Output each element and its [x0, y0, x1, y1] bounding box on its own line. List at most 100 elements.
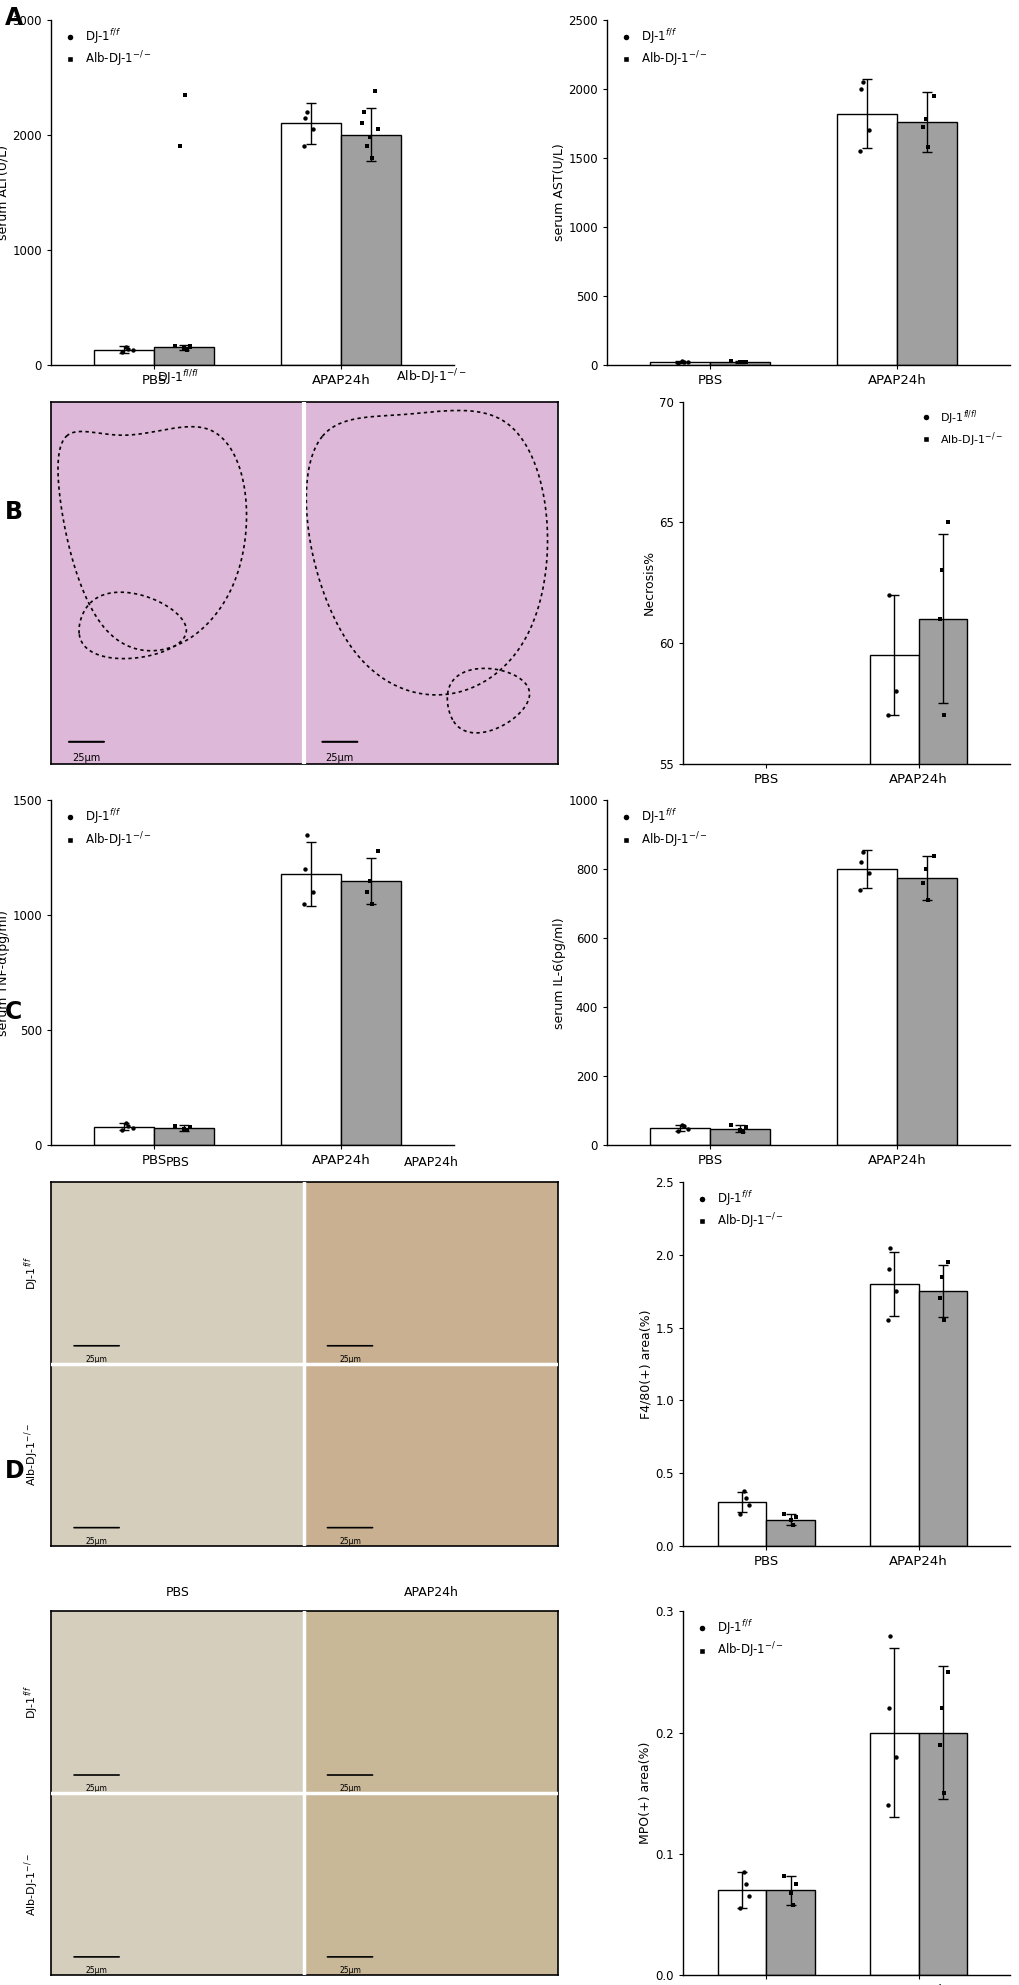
Point [940, 1247, 956, 1278]
Point [940, 1655, 956, 1687]
Legend: DJ-1$^{f/f}$, Alb-DJ-1$^{-/-}$: DJ-1$^{f/f}$, Alb-DJ-1$^{-/-}$ [688, 1618, 785, 1661]
Point [919, 131, 935, 163]
Point [117, 1108, 133, 1139]
Point [305, 113, 321, 145]
Text: APAP24h: APAP24h [404, 1157, 459, 1169]
Text: 25μm: 25μm [338, 1536, 361, 1546]
Point [735, 1116, 751, 1147]
Text: 25μm: 25μm [86, 1356, 107, 1364]
Legend: DJ-1$^{f/f}$, Alb-DJ-1$^{-/-}$: DJ-1$^{f/f}$, Alb-DJ-1$^{-/-}$ [688, 1187, 785, 1233]
Bar [281, 873, 341, 1145]
Bar [765, 1521, 814, 1546]
Point [676, 345, 692, 377]
Point [735, 1475, 751, 1507]
Bar [154, 347, 214, 365]
Legend: DJ-1$^{f/f}$, Alb-DJ-1$^{-/-}$: DJ-1$^{f/f}$, Alb-DJ-1$^{-/-}$ [612, 806, 708, 852]
Point [668, 347, 685, 379]
Bar [897, 877, 957, 1145]
Point [851, 873, 867, 905]
Point [914, 111, 930, 143]
Point [124, 1112, 141, 1143]
Bar [649, 361, 709, 365]
Point [774, 1499, 791, 1530]
Bar [918, 619, 966, 1985]
Point [740, 1489, 756, 1521]
Text: 25μm: 25μm [338, 1356, 361, 1364]
Bar [869, 1284, 918, 1546]
Bar [709, 1129, 769, 1145]
Point [113, 335, 129, 367]
Legend: DJ-1$^{f/f}$, Alb-DJ-1$^{-/-}$: DJ-1$^{f/f}$, Alb-DJ-1$^{-/-}$ [57, 26, 153, 69]
Point [851, 135, 867, 167]
Point [914, 867, 930, 899]
Point [680, 1114, 696, 1145]
Point [177, 79, 194, 111]
Point [366, 75, 382, 107]
Text: D: D [5, 1459, 24, 1483]
Text: C: C [5, 1000, 22, 1024]
Legend: DJ-1$^{f/f}$, Alb-DJ-1$^{-/-}$: DJ-1$^{f/f}$, Alb-DJ-1$^{-/-}$ [57, 806, 153, 852]
Bar [869, 1733, 918, 1975]
Point [299, 820, 315, 852]
Text: Alb-DJ-1$^{-/-}$: Alb-DJ-1$^{-/-}$ [395, 367, 466, 387]
Bar [918, 1290, 966, 1546]
Legend: DJ-1$^{f/f}$, Alb-DJ-1$^{-/-}$: DJ-1$^{f/f}$, Alb-DJ-1$^{-/-}$ [612, 26, 708, 69]
Bar [341, 881, 401, 1145]
Text: Alb-DJ-1$^{-/-}$: Alb-DJ-1$^{-/-}$ [22, 1423, 41, 1487]
Point [364, 141, 380, 173]
Bar [304, 1612, 557, 1792]
Y-axis label: serum IL-6(pg/ml): serum IL-6(pg/ml) [552, 917, 565, 1028]
Text: 25μm: 25μm [86, 1536, 107, 1546]
Point [737, 1483, 753, 1515]
Text: B: B [5, 500, 23, 524]
Point [181, 331, 198, 363]
Text: PBS: PBS [166, 1157, 190, 1169]
Point [881, 1231, 898, 1262]
Point [354, 107, 370, 139]
Bar [304, 1792, 557, 1975]
Point [860, 115, 876, 147]
Point [722, 1110, 739, 1141]
Point [879, 1253, 896, 1284]
Point [930, 603, 947, 635]
Point [930, 1282, 947, 1314]
Bar [304, 1183, 557, 1364]
Point [732, 1499, 748, 1530]
Point [120, 333, 137, 365]
Point [917, 103, 933, 135]
Bar [51, 1364, 304, 1546]
Point [179, 1114, 196, 1145]
Point [737, 345, 753, 377]
Point [117, 331, 133, 363]
Bar [897, 121, 957, 365]
Point [296, 131, 312, 163]
Point [364, 887, 380, 919]
Point [934, 1304, 951, 1336]
Point [735, 345, 751, 377]
Point [299, 95, 315, 127]
Point [785, 1511, 801, 1542]
Point [879, 580, 896, 611]
Point [673, 345, 689, 377]
Point [932, 1260, 949, 1292]
Y-axis label: serum AST(U/L): serum AST(U/L) [552, 143, 565, 240]
Point [172, 131, 189, 163]
Point [120, 1110, 137, 1141]
Text: Alb-DJ-1$^{-/-}$: Alb-DJ-1$^{-/-}$ [22, 1852, 41, 1916]
Point [362, 121, 378, 153]
Bar [765, 1890, 814, 1975]
Point [930, 1729, 947, 1761]
Bar [304, 1364, 557, 1546]
Point [782, 1876, 798, 1908]
Point [785, 1890, 801, 1921]
Text: A: A [5, 6, 23, 30]
Y-axis label: serum TNF-α(pg/ml): serum TNF-α(pg/ml) [0, 909, 9, 1036]
Point [737, 1112, 753, 1143]
Point [879, 1788, 896, 1820]
Text: 25μm: 25μm [72, 752, 101, 762]
Point [359, 877, 375, 909]
Point [356, 95, 372, 127]
Bar [341, 135, 401, 365]
Point [787, 1868, 803, 1900]
Point [732, 1892, 748, 1923]
